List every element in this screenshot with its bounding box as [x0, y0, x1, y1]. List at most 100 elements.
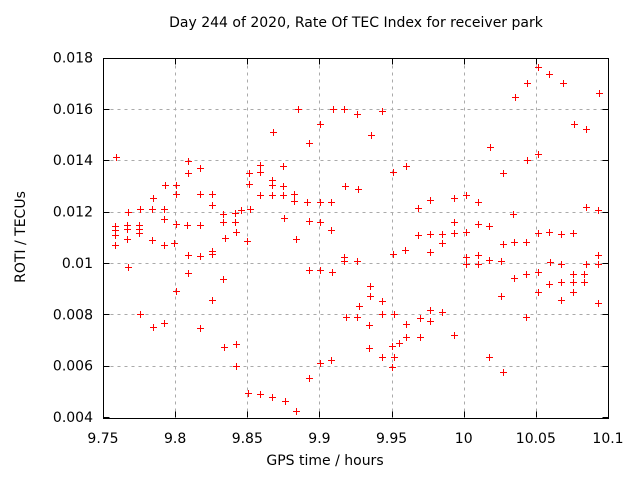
- data-point-marker: [171, 240, 178, 247]
- data-point-marker: [558, 279, 565, 286]
- data-point-marker: [391, 311, 398, 318]
- data-point-marker: [185, 270, 192, 277]
- data-point-marker: [161, 320, 168, 327]
- data-point-marker: [367, 293, 374, 300]
- data-point-marker: [558, 297, 565, 304]
- data-point-marker: [306, 375, 313, 382]
- data-point-marker: [124, 226, 131, 233]
- data-point-marker: [523, 314, 530, 321]
- data-point-marker: [317, 360, 324, 367]
- data-point-marker: [184, 222, 191, 229]
- data-point-marker: [306, 140, 313, 147]
- data-points-layer: [112, 64, 603, 415]
- data-point-marker: [304, 199, 311, 206]
- data-point-marker: [415, 232, 422, 239]
- data-point-marker: [427, 197, 434, 204]
- data-point-marker: [546, 281, 553, 288]
- data-point-marker: [396, 340, 403, 347]
- data-point-marker: [269, 394, 276, 401]
- data-point-marker: [185, 158, 192, 165]
- data-point-marker: [463, 192, 470, 199]
- data-point-marker: [366, 345, 373, 352]
- data-point-marker: [427, 307, 434, 314]
- data-point-marker: [291, 198, 298, 205]
- data-point-marker: [232, 210, 239, 217]
- data-point-marker: [197, 191, 204, 198]
- data-point-marker: [329, 269, 336, 276]
- x-tick-label: 9.9: [308, 431, 330, 447]
- data-point-marker: [149, 206, 156, 213]
- plot-border: [103, 58, 609, 419]
- data-point-marker: [185, 170, 192, 177]
- data-point-marker: [317, 199, 324, 206]
- data-point-marker: [222, 235, 229, 242]
- data-point-marker: [403, 334, 410, 341]
- data-point-marker: [581, 271, 588, 278]
- y-tick-label: 0.01: [62, 256, 93, 272]
- data-point-marker: [232, 219, 239, 226]
- data-point-marker: [475, 261, 482, 268]
- data-point-marker: [427, 231, 434, 238]
- data-point-marker: [535, 64, 542, 71]
- data-point-marker: [354, 314, 361, 321]
- data-point-marker: [547, 259, 554, 266]
- data-point-marker: [269, 182, 276, 189]
- data-point-marker: [523, 239, 530, 246]
- data-point-marker: [546, 71, 553, 78]
- data-point-marker: [500, 369, 507, 376]
- data-point-marker: [269, 192, 276, 199]
- data-point-marker: [220, 211, 227, 218]
- data-point-marker: [511, 239, 518, 246]
- data-point-marker: [161, 206, 168, 213]
- data-point-marker: [391, 354, 398, 361]
- y-axis-label: ROTI / TECUs: [13, 191, 29, 283]
- y-tick-label: 0.018: [53, 51, 93, 67]
- data-point-marker: [317, 219, 324, 226]
- data-point-marker: [162, 182, 169, 189]
- data-point-marker: [317, 121, 324, 128]
- data-point-marker: [486, 223, 493, 230]
- data-point-marker: [560, 80, 567, 87]
- x-tick-label: 10.05: [516, 431, 556, 447]
- data-point-marker: [306, 267, 313, 274]
- data-point-marker: [535, 289, 542, 296]
- x-axis-label: GPS time / hours: [266, 453, 384, 469]
- data-point-marker: [197, 165, 204, 172]
- data-point-marker: [379, 298, 386, 305]
- data-point-marker: [125, 264, 132, 271]
- data-point-marker: [356, 303, 363, 310]
- x-tick-label: 9.75: [87, 431, 118, 447]
- data-point-marker: [475, 221, 482, 228]
- data-point-marker: [595, 261, 602, 268]
- data-point-marker: [475, 252, 482, 259]
- data-point-marker: [463, 229, 470, 236]
- data-point-marker: [583, 261, 590, 268]
- data-point-marker: [417, 334, 424, 341]
- data-point-marker: [233, 341, 240, 348]
- x-tick-label: 10: [455, 431, 473, 447]
- data-point-marker: [245, 390, 252, 397]
- data-point-marker: [124, 236, 131, 243]
- data-point-marker: [257, 169, 264, 176]
- data-point-marker: [524, 157, 531, 164]
- data-point-marker: [209, 191, 216, 198]
- data-point-marker: [238, 207, 245, 214]
- data-point-marker: [500, 241, 507, 248]
- data-point-marker: [112, 242, 119, 249]
- data-point-marker: [282, 398, 289, 405]
- data-point-marker: [523, 271, 530, 278]
- data-point-marker: [270, 129, 277, 136]
- data-point-marker: [342, 183, 349, 190]
- data-point-marker: [291, 191, 298, 198]
- data-point-marker: [570, 289, 577, 296]
- data-point-marker: [570, 271, 577, 278]
- y-tick-label: 0.016: [53, 102, 93, 118]
- data-point-marker: [197, 253, 204, 260]
- x-tick-label: 9.8: [164, 431, 186, 447]
- data-point-marker: [366, 322, 373, 329]
- data-point-marker: [328, 357, 335, 364]
- data-point-marker: [343, 314, 350, 321]
- data-point-marker: [317, 267, 324, 274]
- data-point-marker: [451, 195, 458, 202]
- data-point-marker: [583, 204, 590, 211]
